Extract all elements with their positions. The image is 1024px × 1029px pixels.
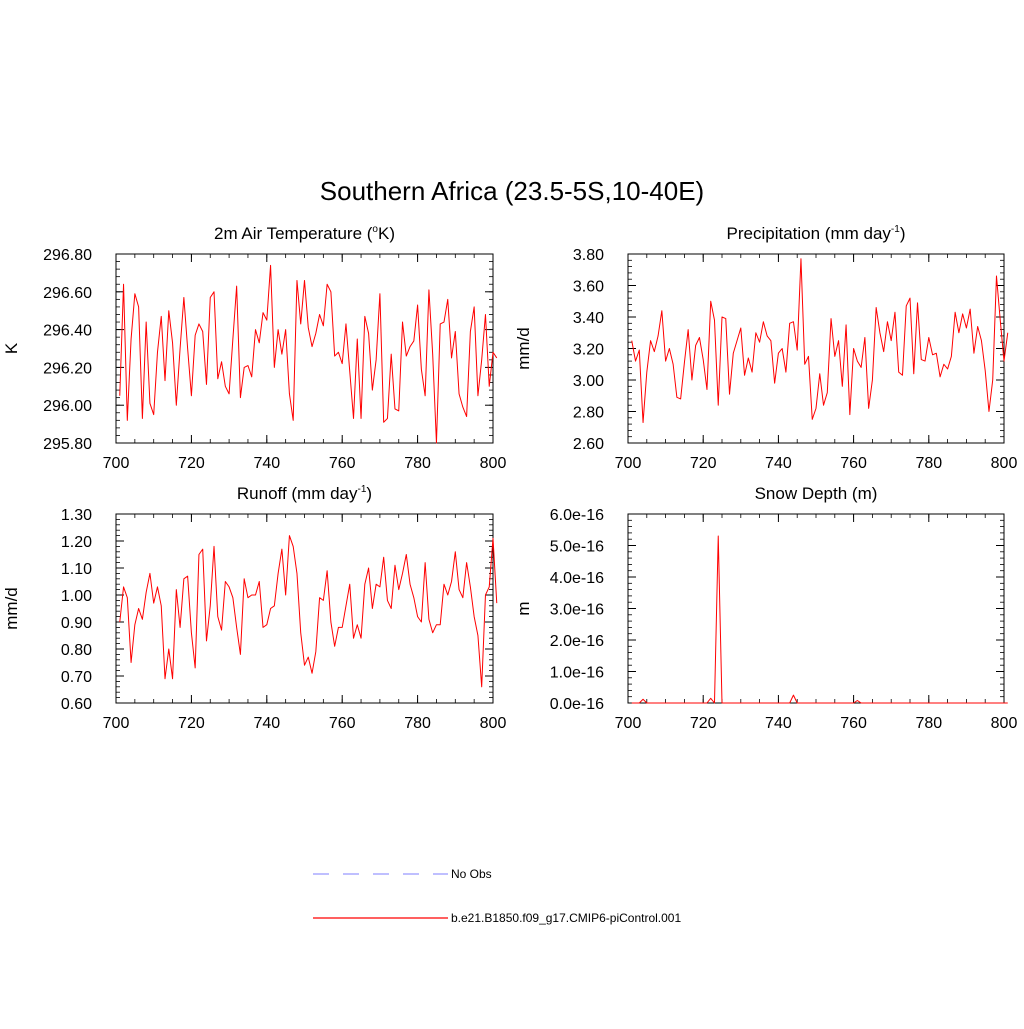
y-axis-label: K xyxy=(2,342,21,354)
series-line xyxy=(631,535,1008,704)
y-tick-label: 296.00 xyxy=(43,398,92,415)
x-tick-label: 700 xyxy=(103,715,130,732)
x-tick-label: 780 xyxy=(915,455,942,472)
y-tick-label: 2.0e-16 xyxy=(550,633,604,650)
y-axis-label: m xyxy=(514,601,533,615)
series-line xyxy=(119,535,498,688)
x-tick-label: 740 xyxy=(253,455,280,472)
panel-4: Snow Depth (m) m 0.0e-16 1.0e-16 2.0e-16 3.0e… xyxy=(514,484,1017,732)
panel-title: Snow Depth (m) xyxy=(755,484,878,503)
x-tick-label: 760 xyxy=(329,715,356,732)
panel-2: Precipitation (mm day-1) mm/d 2.60 2.80 3.00… xyxy=(514,224,1017,472)
y-tick-label: 1.20 xyxy=(61,534,92,551)
y-tick-label: 3.20 xyxy=(573,342,604,359)
x-tick-label: 740 xyxy=(253,715,280,732)
series-line xyxy=(631,258,1009,424)
y-tick-label: 3.80 xyxy=(573,247,604,264)
y-axis-label: mm/d xyxy=(2,587,21,630)
x-tick-label: 720 xyxy=(178,715,205,732)
y-tick-label: 296.20 xyxy=(43,360,92,377)
x-tick-label: 720 xyxy=(690,455,717,472)
y-tick-label: 3.40 xyxy=(573,310,604,327)
y-tick-label: 3.60 xyxy=(573,279,604,296)
y-tick-label: 3.00 xyxy=(573,373,604,390)
x-tick-label: 800 xyxy=(991,715,1018,732)
x-tick-label: 800 xyxy=(991,455,1018,472)
y-tick-label: 296.80 xyxy=(43,247,92,264)
y-tick-label: 0.60 xyxy=(61,696,92,713)
x-tick-label: 780 xyxy=(404,715,431,732)
y-tick-label: 1.10 xyxy=(61,561,92,578)
figure-title: Southern Africa (23.5-5S,10-40E) xyxy=(320,176,704,206)
y-tick-label: 6.0e-16 xyxy=(550,507,604,524)
x-tick-label: 760 xyxy=(840,715,867,732)
y-tick-label: 0.70 xyxy=(61,669,92,686)
x-tick-label: 700 xyxy=(615,455,642,472)
y-tick-label: 5.0e-16 xyxy=(550,539,604,556)
x-tick-label: 720 xyxy=(178,455,205,472)
y-tick-label: 3.0e-16 xyxy=(550,602,604,619)
y-tick-label: 1.0e-16 xyxy=(550,665,604,682)
plot-frame xyxy=(627,513,1005,704)
panel-title: Precipitation (mm day-1) xyxy=(727,224,906,243)
x-tick-label: 760 xyxy=(329,455,356,472)
y-tick-label: 0.80 xyxy=(61,642,92,659)
plot-frame xyxy=(627,253,1005,444)
y-tick-label: 295.80 xyxy=(43,436,92,453)
x-tick-label: 720 xyxy=(690,715,717,732)
x-tick-label: 700 xyxy=(103,455,130,472)
series-line xyxy=(119,264,498,444)
y-tick-label: 0.0e-16 xyxy=(550,696,604,713)
x-tick-label: 800 xyxy=(480,455,507,472)
plot-frame xyxy=(115,253,494,444)
x-tick-label: 740 xyxy=(765,715,792,732)
y-axis-label: mm/d xyxy=(514,327,533,370)
y-tick-label: 296.60 xyxy=(43,285,92,302)
y-tick-label: 1.30 xyxy=(61,507,92,524)
panels: 2m Air Temperature (oK) K 295.80 296.00 296.… xyxy=(2,224,1017,732)
y-tick-label: 2.80 xyxy=(573,405,604,422)
panel-3: Runoff (mm day-1) mm/d 0.60 0.70 0.80 0.90 1.0… xyxy=(2,484,506,732)
x-tick-label: 760 xyxy=(840,455,867,472)
panel-title: 2m Air Temperature (oK) xyxy=(214,224,395,243)
plot-frame xyxy=(115,513,494,704)
legend: No Obs b.e21.B1850.f09_g17.CMIP6-piContr… xyxy=(313,867,681,925)
x-tick-label: 780 xyxy=(404,455,431,472)
panel-1: 2m Air Temperature (oK) K 295.80 296.00 296.… xyxy=(2,224,506,472)
y-tick-label: 296.40 xyxy=(43,323,92,340)
legend-label-no-obs: No Obs xyxy=(451,867,492,881)
x-tick-label: 700 xyxy=(615,715,642,732)
panel-title: Runoff (mm day-1) xyxy=(237,484,372,503)
legend-label-model: b.e21.B1850.f09_g17.CMIP6-piControl.001 xyxy=(451,911,681,925)
y-tick-label: 0.90 xyxy=(61,615,92,632)
x-tick-label: 780 xyxy=(915,715,942,732)
x-tick-label: 740 xyxy=(765,455,792,472)
y-tick-label: 4.0e-16 xyxy=(550,570,604,587)
y-tick-label: 2.60 xyxy=(573,436,604,453)
x-tick-label: 800 xyxy=(480,715,507,732)
y-tick-label: 1.00 xyxy=(61,588,92,605)
